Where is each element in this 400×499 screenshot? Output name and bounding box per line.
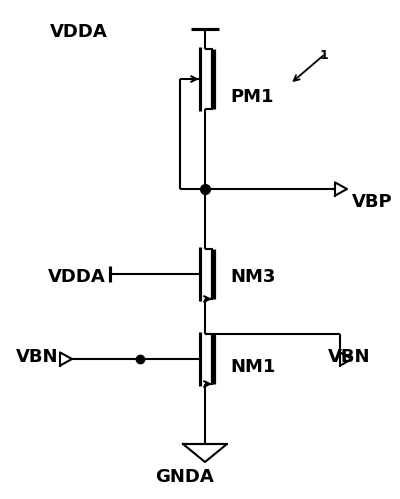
- Text: PM1: PM1: [230, 88, 274, 106]
- Text: 1: 1: [320, 49, 329, 62]
- Text: VDDA: VDDA: [48, 268, 106, 286]
- Text: VBN: VBN: [16, 348, 58, 366]
- Text: VDDA: VDDA: [50, 23, 108, 41]
- Text: GNDA: GNDA: [155, 468, 213, 486]
- Text: NM3: NM3: [230, 268, 275, 286]
- Text: NM1: NM1: [230, 358, 275, 376]
- Text: VBP: VBP: [352, 193, 393, 211]
- Text: VBN: VBN: [328, 348, 370, 366]
